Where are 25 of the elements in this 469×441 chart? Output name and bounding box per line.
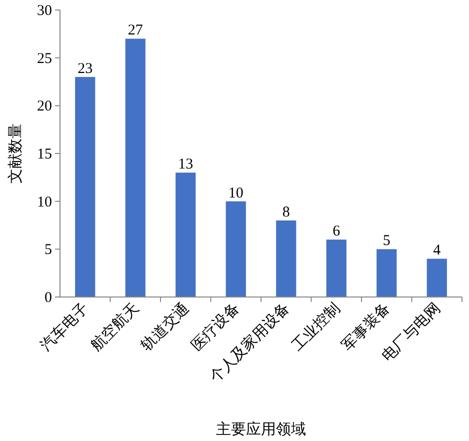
bar — [426, 258, 447, 297]
y-tick-label: 15 — [37, 146, 52, 162]
y-tick-label: 0 — [44, 290, 52, 306]
bar — [125, 38, 146, 297]
y-tick-label: 20 — [37, 98, 52, 115]
data-label: 8 — [282, 204, 290, 220]
y-tick-label: 5 — [44, 242, 52, 258]
data-label: 4 — [433, 242, 442, 259]
data-label: 13 — [178, 156, 194, 173]
y-tick-label: 25 — [37, 50, 52, 67]
y-tick-label: 30 — [37, 3, 52, 19]
data-label: 27 — [128, 22, 144, 39]
x-axis-title: 主要应用领域 — [216, 421, 306, 438]
bar — [326, 240, 346, 297]
bar — [75, 76, 96, 297]
data-label: 5 — [382, 233, 390, 250]
data-label: 23 — [78, 60, 93, 77]
y-tick-label: 10 — [37, 194, 52, 210]
bar — [376, 249, 397, 297]
data-label: 6 — [332, 224, 341, 240]
data-label: 10 — [228, 185, 244, 202]
y-axis-title: 文献数量 — [7, 124, 24, 184]
bar — [226, 201, 246, 297]
bar — [176, 172, 196, 297]
bar — [276, 220, 296, 297]
